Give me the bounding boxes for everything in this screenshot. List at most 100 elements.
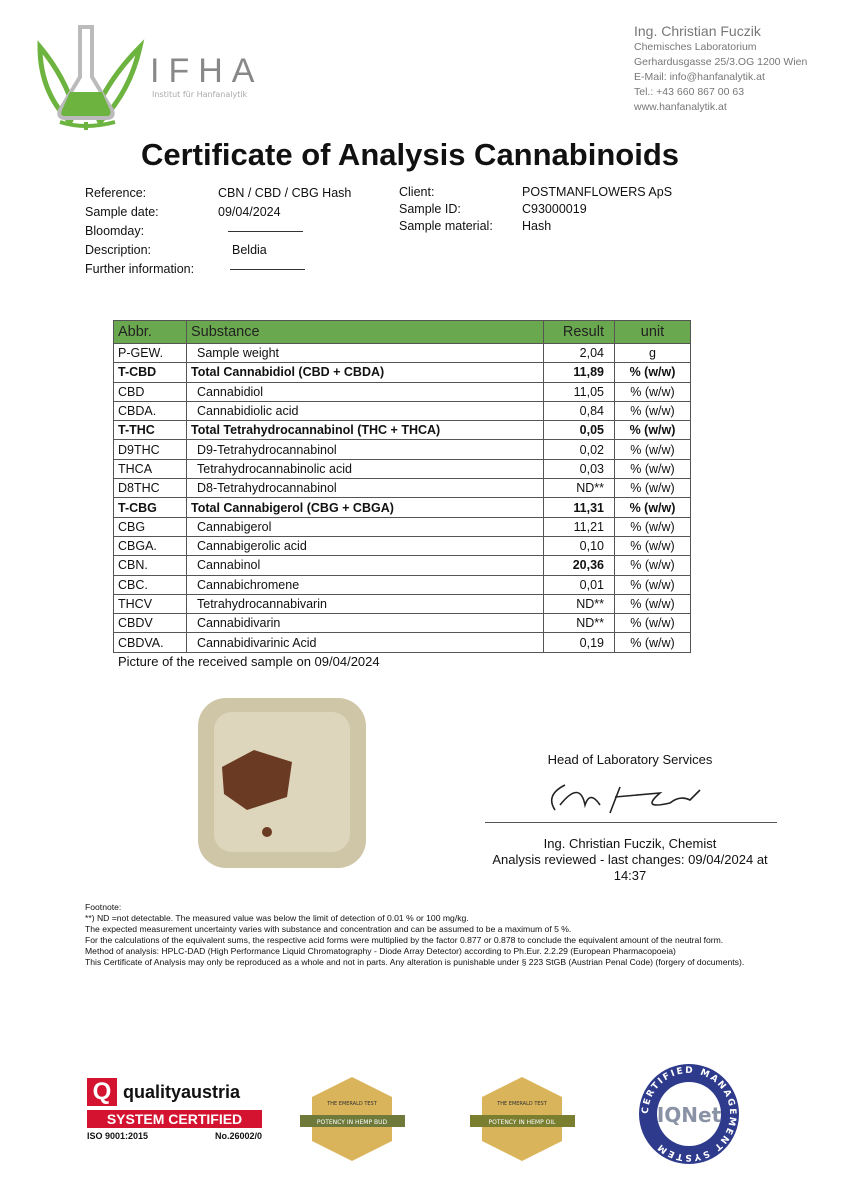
lab-web: www.hanfanalytik.at (634, 101, 727, 113)
cell-unit: g (614, 342, 691, 364)
table-row: CBC. Cannabichromene 0,01% (w/w) (113, 574, 691, 595)
emerald-badge-oil: THE EMERALD TEST POTENCY IN HEMP OIL (470, 1077, 575, 1161)
footnote-title: Footnote: (85, 902, 122, 912)
col-unit: unit (614, 320, 691, 344)
qa-certified: SYSTEM CERTIFIED (87, 1110, 262, 1128)
cell-abbr: CBDV (113, 613, 187, 634)
review-date: Analysis reviewed - last changes: 09/04/… (492, 852, 768, 867)
cell-abbr: D8THC (113, 478, 187, 499)
table-row: CBDV Cannabidivarin ND**% (w/w) (113, 613, 691, 634)
cell-result: 11,31 (543, 497, 615, 518)
sample-id-value: C93000019 (522, 202, 587, 216)
table-row: THCA Tetrahydrocannabinolic acid 0,03% (w/… (113, 458, 691, 480)
cell-substance: Cannabidiolic acid (186, 400, 544, 422)
lab-address: Gerhardusgasse 25/3.OG 1200 Wien (634, 56, 808, 68)
signature-block: Ing. Christian Fuczik, Chemist Analysis … (470, 836, 790, 884)
table-row: CBDVA. Cannabidivarinic Acid 0,19% (w/w) (113, 632, 691, 653)
bloomday-value: —————— (228, 224, 303, 238)
picture-caption: Picture of the received sample on 09/04/… (118, 654, 380, 669)
table-row: T-THC Total Tetrahydrocannabinol (THC + T… (113, 420, 691, 441)
cell-abbr: CBDVA. (113, 632, 187, 653)
cell-result: 0,10 (543, 535, 615, 557)
q-icon: Q (87, 1078, 117, 1106)
cell-unit: % (w/w) (614, 497, 691, 518)
emerald-label: POTENCY IN HEMP OIL (489, 1119, 557, 1126)
cell-result: 20,36 (543, 555, 615, 576)
info-left-labels: Reference: Sample date: Bloomday: Descri… (85, 184, 194, 279)
signature-line (485, 822, 777, 823)
cell-result: 11,21 (543, 516, 615, 537)
cell-substance: Cannabidivarinic Acid (186, 632, 544, 653)
footnote-method: Method of analysis: HPLC-DAD (High Perfo… (85, 946, 676, 956)
cell-abbr: THCA (113, 458, 187, 480)
cell-unit: % (w/w) (614, 555, 691, 576)
cell-substance: Cannabigerol (186, 516, 544, 537)
table-row: THCV Tetrahydrocannabivarin ND**% (w/w) (113, 593, 691, 615)
sample-material-value: Hash (522, 219, 552, 233)
col-abbr: Abbr. (113, 320, 187, 344)
footnote-reproduction: This Certificate of Analysis may only be… (85, 957, 745, 967)
cell-abbr: CBN. (113, 555, 187, 576)
footnote-uncertainty: The expected measurement uncertainty var… (85, 924, 572, 934)
cell-unit: % (w/w) (614, 381, 691, 402)
signature-image (550, 784, 701, 814)
signatory-name: Ing. Christian Fuczik, Chemist (543, 836, 717, 851)
cell-unit: % (w/w) (614, 362, 691, 383)
info-left-values: CBN / CBD / CBG Hash 09/04/2024 —————— B… (218, 184, 351, 279)
cell-result: 0,02 (543, 439, 615, 460)
cell-result: 0,19 (543, 632, 615, 653)
table-row: P-GEW. Sample weight 2,04 g (113, 342, 691, 364)
sample-id-label: Sample ID: (399, 202, 461, 216)
col-substance: Substance (186, 320, 544, 344)
sample-material-label: Sample material: (399, 219, 493, 233)
cell-unit: % (w/w) (614, 400, 691, 422)
cell-unit: % (w/w) (614, 535, 691, 557)
description-label: Description: (85, 243, 151, 257)
info-right-values: POSTMANFLOWERS ApS C93000019 Hash (522, 184, 672, 235)
cell-unit: % (w/w) (614, 420, 691, 441)
table-header: Abbr. Substance Result unit (113, 320, 691, 344)
table-row: CBD Cannabidiol 11,05% (w/w) (113, 381, 691, 402)
cell-substance: Cannabinol (186, 555, 544, 576)
cell-result: 11,89 (543, 362, 615, 383)
qa-number: No.26002/0 (214, 1131, 262, 1141)
sample-date-label: Sample date: (85, 205, 159, 219)
reference-label: Reference: (85, 186, 147, 200)
emerald-title: THE EMERALD TEST (326, 1101, 377, 1107)
table-row: T-CBD Total Cannabidiol (CBD + CBDA) 11,89… (113, 362, 691, 383)
cell-unit: % (w/w) (614, 574, 691, 595)
client-label: Client: (399, 185, 435, 199)
cell-substance: Sample weight (186, 342, 544, 364)
cell-result: ND** (543, 613, 615, 634)
ifha-logo (37, 25, 145, 130)
emerald-label: POTENCY IN HEMP BUD (317, 1119, 388, 1126)
cell-substance: D9-Tetrahydrocannabinol (186, 439, 544, 460)
cell-result: 0,01 (543, 574, 615, 595)
table-row: CBGA. Cannabigerolic acid 0,10% (w/w) (113, 535, 691, 557)
cell-abbr: CBG (113, 516, 187, 537)
cell-abbr: THCV (113, 593, 187, 615)
further-info-value: —————— (230, 262, 305, 276)
cell-unit: % (w/w) (614, 458, 691, 480)
further-info-label: Further information: (85, 262, 195, 276)
iqnet-badge: IQNet CERTIFIED MANAGEMENT SYSTEM (639, 1064, 739, 1164)
cell-result: 11,05 (543, 381, 615, 402)
cell-result: 0,05 (543, 420, 615, 441)
cell-substance: Cannabidiol (186, 381, 544, 402)
quality-austria-badge: Q qualityaustria SYSTEM CERTIFIED ISO 90… (87, 1078, 262, 1141)
cell-unit: % (w/w) (614, 613, 691, 634)
cell-substance: Total Tetrahydrocannabinol (THC + THCA) (186, 420, 544, 441)
table-row: D8THC D8-Tetrahydrocannabinol ND**% (w/w) (113, 478, 691, 499)
lab-type: Chemisches Laboratorium (634, 41, 757, 53)
info-right-labels: Client: Sample ID: Sample material: (399, 184, 493, 235)
col-result: Result (543, 320, 615, 344)
cell-unit: % (w/w) (614, 478, 691, 499)
cell-substance: Total Cannabigerol (CBG + CBGA) (186, 497, 544, 518)
cell-substance: Cannabigerolic acid (186, 535, 544, 557)
footnote: Footnote: **) ND =not detectable. The me… (85, 902, 805, 968)
lab-phone: Tel.: +43 660 867 00 63 (634, 86, 745, 98)
signature-role: Head of Laboratory Services (547, 752, 713, 767)
cell-substance: Cannabichromene (186, 574, 544, 595)
sample-photo (198, 698, 366, 868)
cell-abbr: P-GEW. (113, 342, 187, 364)
